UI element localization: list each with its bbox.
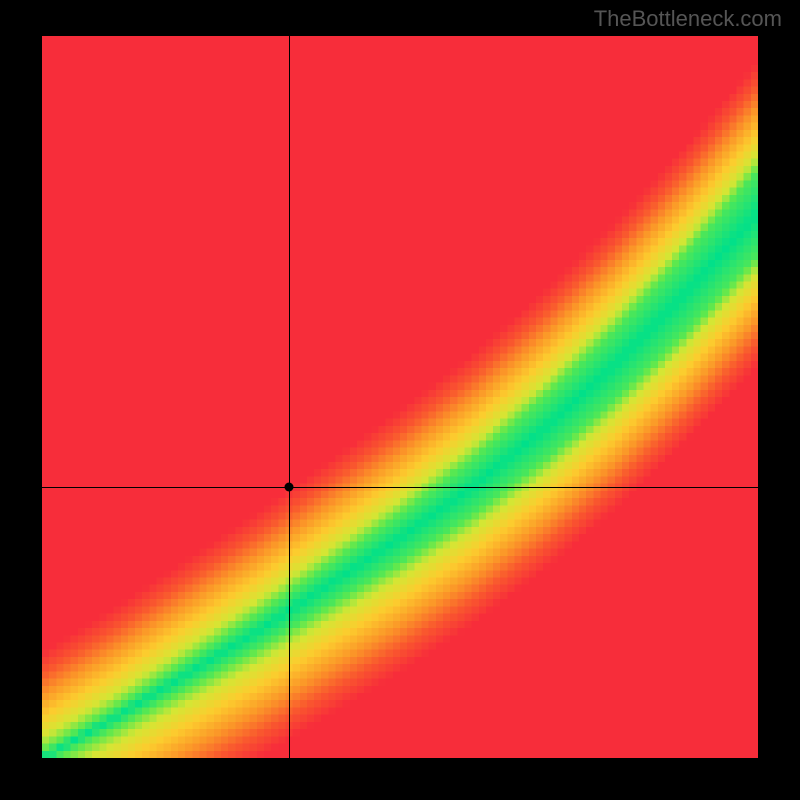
watermark-text: TheBottleneck.com [594,6,782,32]
crosshair-dot [285,483,294,492]
chart-container: TheBottleneck.com [0,0,800,800]
heatmap-canvas [42,36,758,758]
crosshair-horizontal [42,487,758,488]
crosshair-vertical [289,36,290,758]
plot-area [42,36,758,758]
